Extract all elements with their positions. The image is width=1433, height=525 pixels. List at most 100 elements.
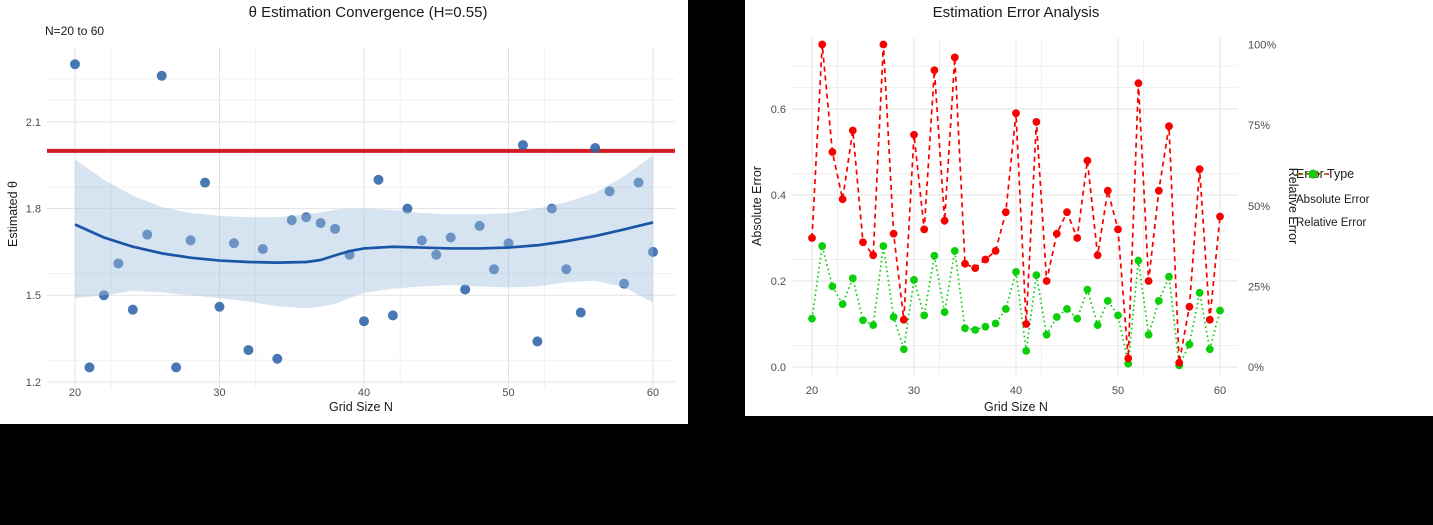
relative-error-point xyxy=(1063,305,1071,313)
relative-error-point xyxy=(1042,330,1051,339)
tick-label: 0.6 xyxy=(771,104,786,116)
absolute-error-point xyxy=(961,259,969,268)
absolute-error-point xyxy=(1093,251,1102,260)
scatter-point xyxy=(113,258,124,269)
tick-label: 1.8 xyxy=(26,204,41,216)
absolute-error-point xyxy=(1216,212,1224,221)
scatter-point xyxy=(503,238,514,249)
scatter-point xyxy=(561,264,572,275)
relative-error-point xyxy=(1022,346,1031,355)
relative-error-point xyxy=(828,282,837,291)
tick-label: 60 xyxy=(647,387,659,399)
absolute-error-point xyxy=(971,264,980,272)
relative-error-point xyxy=(859,316,867,325)
relative-error-point xyxy=(950,247,959,255)
absolute-error-point xyxy=(1114,225,1122,234)
absolute-error-point xyxy=(1103,186,1112,195)
absolute-error-point xyxy=(818,40,827,49)
confidence-band xyxy=(75,155,653,309)
relative-error-point xyxy=(1134,256,1143,265)
scatter-point xyxy=(648,246,658,257)
relative-error-point xyxy=(818,242,827,250)
tick-label: 20 xyxy=(69,387,81,399)
absolute-error-point xyxy=(879,40,888,49)
scatter-point xyxy=(431,249,442,260)
absolute-error-point xyxy=(930,66,939,75)
tick-label: 0.0 xyxy=(771,362,786,374)
scatter-point xyxy=(619,278,630,289)
relative-error-point xyxy=(889,313,898,321)
relative-error-point xyxy=(1052,313,1061,321)
relative-error-point xyxy=(930,251,939,260)
tick-label: 20 xyxy=(806,385,818,397)
scatter-point xyxy=(171,362,182,373)
scatter-point xyxy=(460,284,471,295)
absolute-error-point xyxy=(1154,186,1163,195)
tick-label: 60 xyxy=(1214,385,1226,397)
scatter-point xyxy=(185,235,196,246)
relative-error-point xyxy=(838,300,847,309)
relative-error-point xyxy=(848,274,857,283)
scatter-point xyxy=(98,290,109,301)
relative-error-point xyxy=(1001,305,1010,313)
tick-label: 0% xyxy=(1248,362,1264,374)
scatter-point xyxy=(286,215,297,226)
relative-error-point xyxy=(961,324,969,333)
legend-label-relative: Relative Error xyxy=(1296,216,1367,229)
scatter-point xyxy=(546,203,557,214)
relative-error-point xyxy=(1165,272,1173,281)
absolute-error-point xyxy=(1042,277,1051,285)
relative-error-point xyxy=(808,314,816,323)
relative-error-point xyxy=(1144,330,1153,339)
convergence-chart-title: θ Estimation Convergence (H=0.55) xyxy=(248,4,488,21)
absolute-error-point xyxy=(1012,109,1020,118)
error-chart-panel: 0.0 0.2 0.4 0.6 0% 25% 50% 75% 100% 20 30 40 50 60 Es… xyxy=(745,0,1433,416)
relative-error-point xyxy=(1114,311,1122,320)
tick-label: 50% xyxy=(1248,201,1270,213)
scatter-point xyxy=(257,244,268,255)
relative-error-point xyxy=(1216,306,1224,315)
absolute-error-point xyxy=(869,251,878,260)
tick-label: 0.2 xyxy=(771,276,786,288)
absolute-error-point xyxy=(1001,208,1010,217)
tick-label: 75% xyxy=(1248,120,1270,132)
absolute-error-point xyxy=(1134,79,1143,88)
scatter-point xyxy=(474,220,485,231)
relative-error-point xyxy=(899,345,908,354)
tick-label: 50 xyxy=(502,387,514,399)
scatter-point xyxy=(156,70,167,81)
error-chart-svg: 0.0 0.2 0.4 0.6 0% 25% 50% 75% 100% 20 30 40 50 60 xyxy=(771,38,1276,397)
relative-error-point xyxy=(1012,267,1020,276)
tick-label: 1.2 xyxy=(26,377,41,389)
absolute-error-point xyxy=(1185,302,1194,311)
tick-label: 40 xyxy=(358,387,370,399)
absolute-error-point xyxy=(950,53,959,62)
absolute-error-point xyxy=(1063,208,1071,217)
relative-error-point xyxy=(879,242,888,250)
relative-error-point xyxy=(1032,271,1041,279)
scatter-point xyxy=(373,174,384,185)
tick-label: 1.5 xyxy=(26,290,41,302)
absolute-error-point xyxy=(1022,320,1031,328)
scatter-point xyxy=(604,186,615,197)
absolute-error-point xyxy=(1195,165,1204,174)
scatter-point xyxy=(359,316,369,327)
scatter-point xyxy=(590,142,601,153)
tick-label: 100% xyxy=(1248,40,1276,52)
absolute-error-point xyxy=(991,247,1000,255)
relative-error-point xyxy=(1195,288,1204,297)
absolute-error-point xyxy=(1032,118,1041,126)
relative-error-key-icon xyxy=(1297,169,1329,179)
relative-error-point xyxy=(920,311,929,320)
relative-error-point xyxy=(1185,340,1194,349)
relative-error-point xyxy=(1124,359,1133,368)
scatter-point xyxy=(70,59,80,70)
scatter-point xyxy=(330,223,341,234)
scatter-point xyxy=(214,301,225,312)
scatter-point xyxy=(445,232,456,243)
relative-error-point xyxy=(910,276,918,284)
relative-error-point xyxy=(991,319,1000,328)
absolute-error-point xyxy=(920,225,929,234)
absolute-error-point xyxy=(848,126,857,135)
legend-entry-absolute: Absolute Error xyxy=(1296,169,1370,211)
